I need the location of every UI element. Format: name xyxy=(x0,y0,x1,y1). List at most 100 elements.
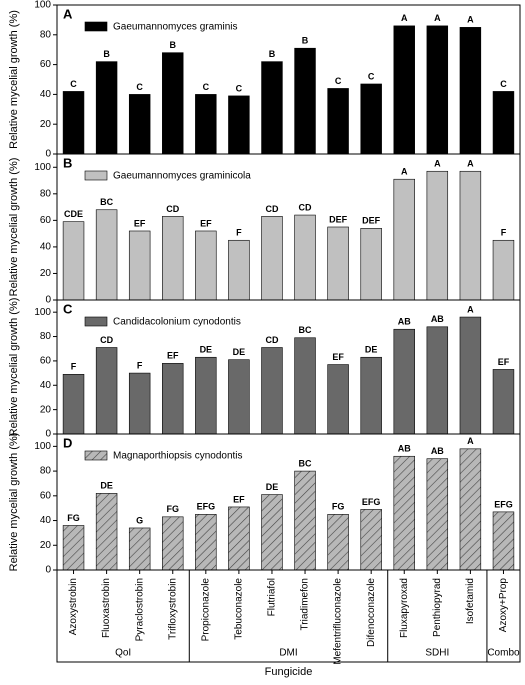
bar xyxy=(426,170,449,301)
bar-letter: CD xyxy=(299,202,312,212)
bar xyxy=(95,347,118,435)
bar-letter: EFG xyxy=(197,502,216,512)
bar-letter: DE xyxy=(266,482,279,492)
y-tick-label: 80 xyxy=(40,188,52,199)
x-tick-label: Difenoconazole xyxy=(366,578,377,647)
bar xyxy=(228,506,250,571)
bar-letter: EF xyxy=(134,218,146,228)
legend-swatch xyxy=(84,21,108,32)
bar-letter: F xyxy=(236,228,242,238)
panel-label: B xyxy=(63,155,72,170)
bar-letter: A xyxy=(434,159,441,169)
bar-letter: DEF xyxy=(329,214,348,224)
bar-letter: A xyxy=(434,13,441,23)
bar xyxy=(327,88,349,155)
bar xyxy=(393,178,415,301)
y-tick-label: 80 xyxy=(40,29,52,40)
y-tick-label: 20 xyxy=(40,119,52,130)
bar-letter: F xyxy=(71,362,77,372)
bar xyxy=(360,83,382,155)
bar-letter: FG xyxy=(167,504,180,514)
bar xyxy=(195,356,217,435)
y-tick-label: 0 xyxy=(45,149,51,160)
bar-letter: CD xyxy=(100,335,113,345)
bar-letter: EF xyxy=(332,352,344,362)
x-tick-label: Mefentrifluconazole xyxy=(333,578,344,665)
y-tick-label: 0 xyxy=(45,295,51,306)
bar-letter: C xyxy=(368,71,375,81)
bar-letter: AB xyxy=(398,444,411,454)
bar-letter: B xyxy=(269,49,276,59)
bar-letter: C xyxy=(335,76,342,86)
bar xyxy=(62,525,85,571)
bar-letter: F xyxy=(501,228,507,238)
bar xyxy=(195,514,217,571)
y-tick-label: 20 xyxy=(40,268,52,279)
legend-label: Gaeumannomyces graminicola xyxy=(113,171,251,182)
bar xyxy=(327,514,349,571)
panel-label: A xyxy=(63,6,73,21)
bar xyxy=(95,209,118,301)
bar xyxy=(62,374,85,435)
y-tick-label: 20 xyxy=(40,540,52,551)
y-axis-label: Relative mycelial growth (%) xyxy=(8,158,20,297)
bar-letter: EF xyxy=(498,357,510,367)
y-tick-label: 100 xyxy=(34,441,51,452)
bar xyxy=(327,364,349,435)
bar xyxy=(128,527,151,571)
bar xyxy=(459,27,482,155)
bar xyxy=(459,170,482,301)
x-tick-label: Pyraclostrobin xyxy=(134,578,145,641)
x-axis-label: Fungicide xyxy=(265,666,313,678)
bar xyxy=(162,363,184,435)
y-axis-label: Relative mycelial growth (%) xyxy=(8,298,20,437)
bar-letter: EF xyxy=(200,218,212,228)
bar-letter: C xyxy=(500,79,507,89)
y-axis-label: Relative mycelial growth (%) xyxy=(8,10,20,149)
bar xyxy=(128,372,151,435)
y-tick-label: 60 xyxy=(40,59,52,70)
x-tick-label: Penthiopyrad xyxy=(432,578,443,637)
x-tick-label: Tebuconazole xyxy=(234,578,245,640)
bar xyxy=(261,494,283,571)
group-label: SDHI xyxy=(425,648,449,659)
y-tick-label: 60 xyxy=(40,356,52,367)
bar-letter: FG xyxy=(332,502,345,512)
bar-letter: G xyxy=(136,515,143,525)
bar-letter: EFG xyxy=(362,497,381,507)
x-tick-label: Azoxy+Prop xyxy=(498,578,509,633)
bar xyxy=(62,221,85,301)
bar-letter: DE xyxy=(200,345,213,355)
bar-letter: DE xyxy=(100,481,113,491)
bar-letter: AB xyxy=(431,314,444,324)
bar xyxy=(459,316,482,435)
group-label: DMI xyxy=(279,648,297,659)
bar xyxy=(426,326,449,435)
bar-letter: BC xyxy=(299,458,312,468)
x-tick-label: Triadimefon xyxy=(300,578,311,630)
group-label: QoI xyxy=(115,648,131,659)
bar-letter: DEF xyxy=(362,216,381,226)
bar-letter: C xyxy=(70,79,77,89)
bar-letter: F xyxy=(137,360,143,370)
bar xyxy=(195,230,217,301)
y-axis-label: Relative mycelial growth (%) xyxy=(8,433,20,572)
bar-letter: A xyxy=(467,436,474,446)
x-tick-label: Fluoxastrobin xyxy=(101,578,112,638)
bar-letter: FG xyxy=(67,513,80,523)
bar xyxy=(492,239,515,301)
bar-letter: DE xyxy=(233,347,246,357)
bar xyxy=(492,91,515,155)
bar xyxy=(95,493,118,571)
bar xyxy=(459,448,482,571)
bar xyxy=(62,91,85,155)
x-tick-label: Trifloxystrobin xyxy=(167,578,178,640)
legend-swatch xyxy=(84,450,108,461)
legend-label: Magnaporthiopsis cynodontis xyxy=(113,451,243,462)
bar xyxy=(95,61,118,155)
x-tick-label: Flutriafol xyxy=(267,578,278,616)
y-tick-label: 0 xyxy=(45,429,51,440)
x-tick-label: Propiconazole xyxy=(200,578,211,642)
bar-letter: A xyxy=(401,167,408,177)
bar-letter: A xyxy=(467,304,474,314)
